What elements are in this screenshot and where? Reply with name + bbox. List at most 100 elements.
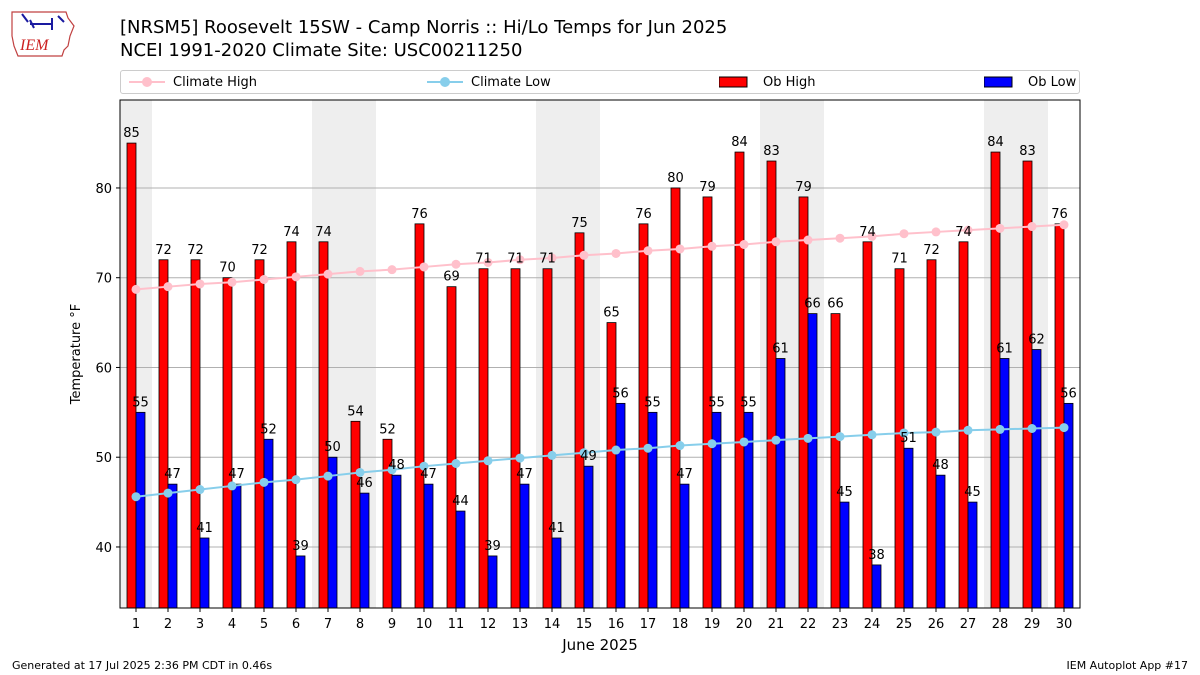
x-tick-label: 11 (448, 617, 465, 632)
x-tick-label: 24 (864, 617, 881, 632)
ob-high-bar-11 (446, 286, 457, 609)
x-tick-label: 5 (260, 617, 268, 632)
climate-low-point-14 (547, 450, 557, 460)
ob-low-bar-17 (647, 411, 658, 609)
ob-low-bar-12 (487, 555, 498, 609)
ob-low-value-label: 50 (324, 440, 341, 455)
ob-high-value-label: 72 (923, 243, 940, 258)
weekend-band-day-14 (536, 100, 568, 608)
ob-high-value-label: 85 (123, 126, 140, 141)
ob-low-value-label: 56 (612, 386, 629, 401)
x-tick-label: 8 (356, 617, 364, 632)
legend-line-marker-icon (129, 77, 165, 87)
ob-low-value-label: 66 (804, 297, 821, 312)
ob-high-value-label: 74 (859, 225, 876, 240)
x-tick-label: 7 (324, 617, 332, 632)
ob-low-value-label: 41 (548, 521, 565, 536)
climate-low-point-18 (675, 441, 685, 451)
climate-low-point-15 (579, 448, 589, 458)
ob-high-bar-1 (126, 142, 137, 609)
climate-low-point-26 (931, 427, 941, 437)
ob-low-bar-24 (871, 564, 882, 609)
ob-low-value-label: 62 (1028, 333, 1045, 348)
climate-high-point-5 (259, 275, 269, 285)
weekend-band-day-15 (568, 100, 600, 608)
climate-low-point-1 (131, 492, 141, 502)
ob-low-value-label: 55 (644, 395, 661, 410)
ob-high-bar-29 (1022, 160, 1033, 609)
ob-high-bar-23 (830, 313, 841, 609)
ob-high-bar-28 (990, 151, 1001, 609)
ob-low-value-label: 45 (964, 485, 981, 500)
climate-low-point-29 (1027, 423, 1037, 433)
climate-high-point-7 (323, 269, 333, 279)
ob-low-value-label: 51 (900, 431, 917, 446)
legend-bar-swatch-icon (719, 76, 748, 88)
weekend-band-day-22 (792, 100, 824, 608)
ob-low-value-label: 39 (292, 539, 309, 554)
ob-high-value-label: 74 (955, 225, 972, 240)
ob-high-value-label: 69 (443, 270, 460, 285)
ob-high-value-label: 84 (987, 135, 1004, 150)
ob-high-bar-18 (670, 187, 681, 609)
climate-low-point-5 (259, 477, 269, 487)
ob-low-bar-8 (359, 492, 370, 609)
legend-label-climate-high: Climate High (173, 74, 258, 90)
x-tick-label: 22 (800, 617, 817, 632)
generated-timestamp: Generated at 17 Jul 2025 2:36 PM CDT in … (12, 659, 273, 672)
legend-bar-swatch-icon (984, 76, 1013, 88)
ob-high-value-label: 76 (411, 207, 428, 222)
y-axis-ticks: 40 50 60 70 80 (95, 182, 120, 556)
climate-high-point-26 (931, 227, 941, 237)
weekend-bands (120, 100, 1048, 608)
climate-high-point-21 (771, 237, 781, 247)
x-tick-label: 16 (608, 617, 625, 632)
climate-low-point-13 (515, 453, 525, 463)
climate-high-point-29 (1027, 222, 1037, 232)
legend-item-ob-low: Ob Low (984, 74, 1076, 90)
ob-high-bar-2 (158, 259, 169, 609)
climate-high-point-3 (195, 279, 205, 289)
ob-high-bar-6 (286, 241, 297, 609)
ob-low-bar-9 (391, 474, 402, 609)
ob-low-bar-4 (231, 483, 242, 609)
ob-high-value-label: 70 (219, 261, 236, 276)
legend-item-climate-low: Climate Low (427, 74, 551, 90)
ob-low-bar-20 (743, 411, 754, 609)
ob-high-bar-4 (222, 277, 233, 609)
climate-high-point-9 (387, 265, 397, 275)
ob-low-bar-3 (199, 537, 210, 609)
x-tick-label: 4 (228, 617, 236, 632)
ob-high-value-label: 54 (347, 404, 364, 419)
legend-item-climate-high: Climate High (129, 74, 257, 90)
ob-high-bar-8 (350, 420, 361, 609)
ob-high-bar-30 (1054, 223, 1065, 609)
ob-low-bar-5 (263, 438, 274, 609)
climate-high-point-18 (675, 244, 685, 254)
ob-high-value-label: 80 (667, 171, 684, 186)
ob-high-bar-7 (318, 241, 329, 609)
x-tick-label: 17 (640, 617, 657, 632)
ob-low-bar-18 (679, 483, 690, 609)
chart-title-line-1: [NRSM5] Roosevelt 15SW - Camp Norris :: … (120, 17, 728, 38)
ob-high-bar-9 (382, 438, 393, 609)
climate-high-point-15 (579, 250, 589, 260)
climate-high-point-17 (643, 246, 653, 256)
climate-low-point-28 (995, 424, 1005, 434)
x-tick-label: 10 (416, 617, 433, 632)
ob-low-value-label: 41 (196, 521, 213, 536)
ob-high-bar-27 (958, 241, 969, 609)
iem-logo: IEM (11, 11, 75, 57)
climate-high-point-10 (419, 262, 429, 272)
ob-high-value-label: 71 (507, 252, 524, 267)
weekend-band-day-21 (760, 100, 792, 608)
ob-low-bar-25 (903, 447, 914, 609)
ob-high-value-label: 71 (539, 252, 556, 267)
climate-high-point-19 (707, 241, 717, 251)
ob-low-bar-7 (327, 456, 338, 609)
x-tick-label: 20 (736, 617, 753, 632)
climate-high-line (135, 223, 1065, 291)
ob-low-bar-6 (295, 555, 306, 609)
ob-low-value-label: 52 (260, 422, 277, 437)
